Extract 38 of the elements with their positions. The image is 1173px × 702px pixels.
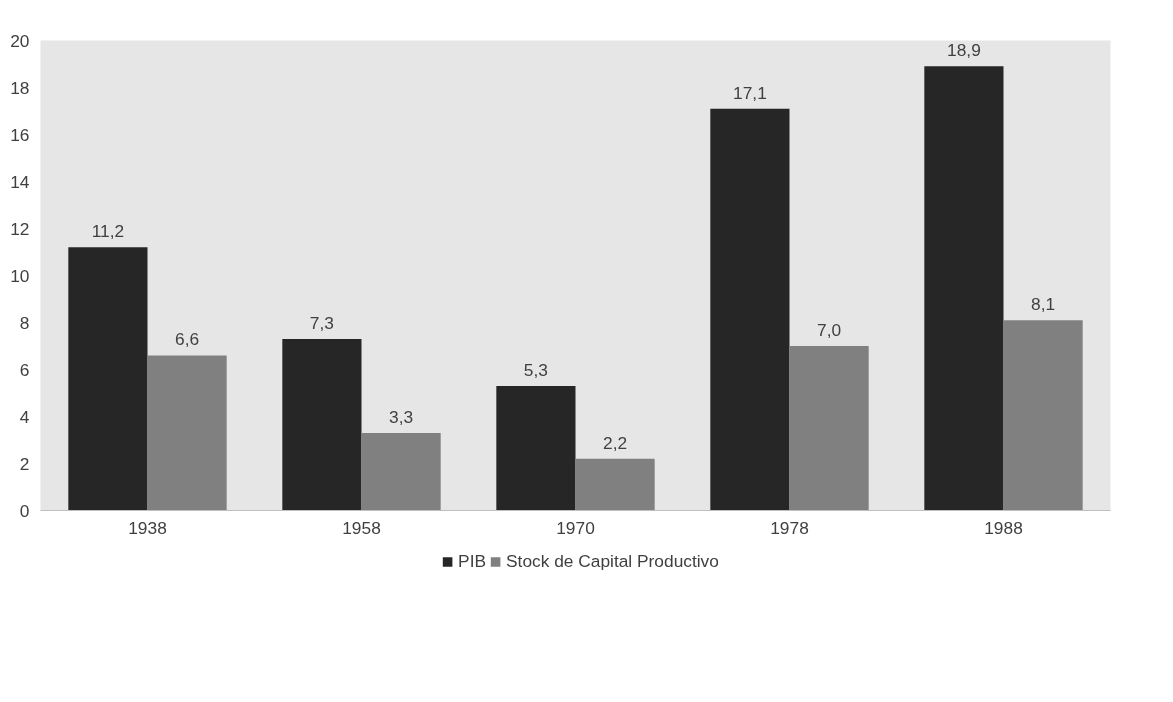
data-label: 7,0	[817, 320, 842, 340]
bar	[282, 338, 362, 511]
data-label: 17,1	[733, 82, 767, 103]
bar	[575, 458, 655, 511]
y-tick-label: 10	[10, 265, 30, 286]
x-tick-label: 1958	[342, 517, 381, 538]
y-tick-label: 4	[19, 406, 30, 427]
bar	[710, 108, 790, 511]
y-tick-label: 12	[10, 218, 30, 239]
y-tick-label: 0	[19, 500, 30, 521]
legend-label: PIB	[458, 550, 487, 572]
y-tick-label: 20	[10, 30, 30, 51]
bar	[789, 346, 869, 511]
data-label: 6,6	[175, 329, 200, 350]
data-label: 18,9	[947, 40, 981, 61]
x-tick-label: 1978	[770, 517, 809, 538]
data-label: 8,1	[1031, 294, 1056, 315]
legend-label: Stock de Capital Productivo	[506, 550, 719, 572]
bar	[361, 432, 441, 511]
data-label: 2,2	[603, 432, 628, 453]
x-tick-label: 1970	[556, 517, 595, 538]
bar	[147, 355, 227, 511]
y-tick-label: 14	[10, 171, 30, 192]
y-tick-label: 8	[19, 312, 30, 333]
x-tick-label: 1988	[984, 517, 1023, 538]
y-tick-label: 16	[10, 124, 30, 145]
y-tick-label: 18	[10, 77, 30, 98]
bar	[68, 247, 148, 511]
y-tick-label: 6	[19, 359, 30, 380]
data-label: 11,2	[91, 221, 125, 242]
x-tick-label: 1938	[128, 517, 167, 538]
bar	[496, 385, 576, 511]
y-tick-label: 2	[19, 453, 30, 474]
data-label: 3,3	[389, 406, 414, 427]
data-label: 7,3	[309, 312, 334, 333]
data-label: 5,3	[523, 359, 548, 380]
bar	[1003, 320, 1083, 511]
bar	[924, 66, 1004, 511]
